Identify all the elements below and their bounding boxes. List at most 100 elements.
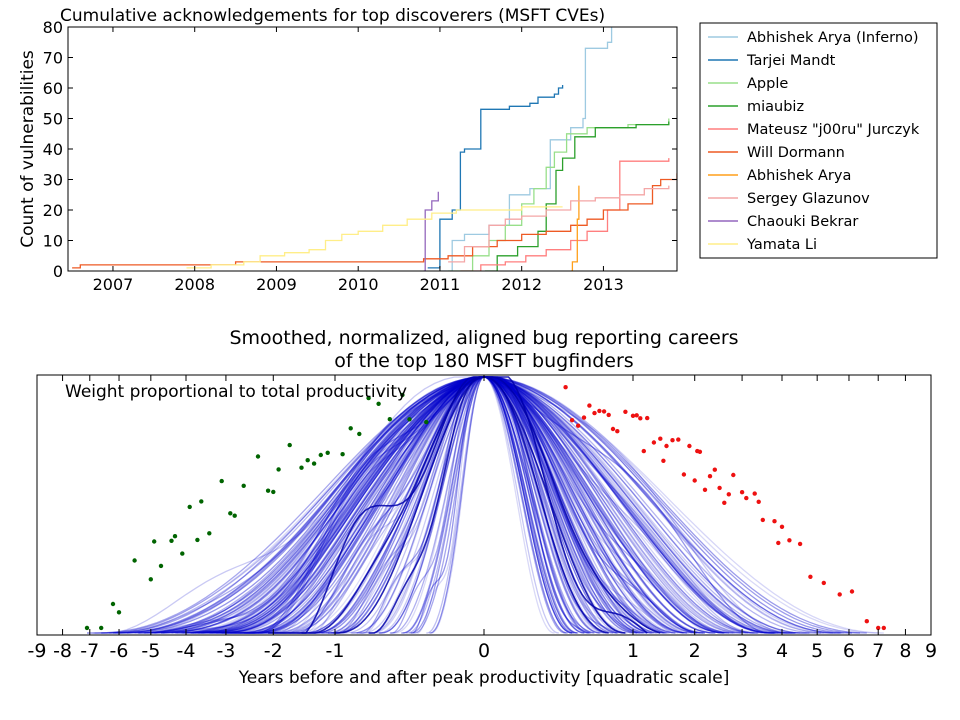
career-start-marker (152, 539, 157, 544)
legend-label: Yamata Li (746, 237, 817, 253)
career-start-marker (318, 452, 323, 458)
career-end-marker (717, 485, 722, 491)
bottom-x-axis: -9 -8 -7 -6 -5 -4 -3 -2 -1 0 1 2 3 4 5 6 7 8 9 (28, 375, 937, 662)
career-start-marker (219, 478, 224, 484)
career-start-marker (357, 431, 362, 437)
career-start-marker (158, 563, 164, 569)
career-end-marker (569, 418, 575, 423)
top-y-tick-label: 70 (43, 49, 63, 68)
bottom-x-tick-label: 9 (925, 640, 937, 662)
career-start-marker (232, 513, 237, 518)
career-end-marker (692, 478, 697, 483)
career-markers (84, 385, 886, 631)
career-end-marker (722, 500, 727, 505)
career-start-marker (84, 625, 90, 631)
career-end-marker (676, 437, 681, 442)
career-start-marker (271, 489, 276, 495)
top-y-tick-label: 20 (43, 201, 63, 220)
top-y-axis: 0 10 20 30 40 50 60 70 80 (43, 18, 677, 281)
top-x-tick-label: 2010 (338, 275, 379, 294)
bottom-x-tick-label: 8 (899, 640, 911, 662)
legend-label: Apple (747, 76, 788, 92)
series-line-6 (570, 185, 580, 271)
career-start-marker (148, 577, 153, 582)
career-start-marker (340, 452, 345, 457)
career-end-marker (638, 416, 643, 421)
career-end-marker (630, 413, 636, 418)
top-x-axis: 2007 2008 2009 2010 2011 2012 2013 (93, 27, 624, 294)
career-end-marker (739, 490, 745, 495)
bottom-x-tick-label: -9 (28, 640, 47, 662)
bottom-chart-title-line-1: Smoothed, normalized, aligned bug report… (229, 327, 738, 349)
cumulative-chart: Cumulative acknowledgements for top disc… (18, 6, 938, 294)
career-start-marker (325, 450, 330, 455)
career-end-marker (744, 495, 749, 501)
career-start-marker (132, 558, 137, 563)
bottom-x-tick-label: -6 (110, 640, 129, 662)
career-end-marker (752, 491, 757, 496)
bottom-x-tick-label: -2 (264, 640, 283, 662)
top-plot-lines (72, 27, 677, 271)
top-x-tick-label: 2013 (583, 275, 624, 294)
bottom-plot-frame (36, 374, 932, 636)
career-end-marker (601, 409, 607, 414)
legend-label: Sergey Glazunov (747, 191, 870, 207)
bottom-chart-title-line-2: of the top 180 MSFT bugfinders (334, 350, 633, 372)
career-end-marker (634, 413, 639, 418)
career-end-marker (876, 625, 881, 631)
series-line-9 (186, 206, 563, 269)
career-end-marker (681, 472, 687, 477)
top-y-tick-label: 50 (43, 110, 63, 129)
legend-label: Chaouki Bekrar (747, 214, 858, 230)
career-end-marker (581, 415, 587, 420)
career-end-marker (615, 429, 620, 434)
bottom-x-tick-label: 5 (811, 640, 823, 662)
career-end-marker (576, 423, 581, 428)
bottom-x-tick-label: 1 (627, 640, 639, 662)
career-end-marker (712, 467, 717, 472)
series-line-3 (484, 121, 670, 271)
career-end-marker (670, 438, 675, 443)
career-start-marker (376, 401, 381, 406)
career-end-marker (726, 492, 731, 497)
top-y-tick-label: 30 (43, 171, 63, 190)
career-end-marker (772, 519, 777, 524)
bottom-x-tick-label: 4 (776, 640, 788, 662)
career-end-marker (661, 458, 666, 463)
bottom-x-tick-label: 0 (478, 640, 490, 662)
career-start-marker (228, 511, 233, 516)
career-end-marker (597, 408, 602, 414)
top-x-tick-label: 2008 (174, 275, 215, 294)
career-end-marker (563, 385, 568, 390)
bottom-x-tick-label: 2 (689, 640, 701, 662)
career-start-marker (241, 483, 246, 488)
career-start-marker (400, 392, 405, 398)
top-x-tick-label: 2012 (501, 275, 542, 294)
career-end-marker (606, 412, 611, 418)
top-x-tick-label: 2011 (420, 275, 461, 294)
bottom-annotation: Weight proportional to total productivit… (65, 382, 407, 402)
bottom-x-axis-label: Years before and after peak productivity… (238, 668, 730, 688)
career-end-marker (821, 580, 826, 586)
bottom-x-tick-label: 3 (736, 640, 748, 662)
career-curve (301, 376, 679, 634)
series-line-4 (460, 158, 670, 271)
career-start-marker (424, 419, 429, 425)
career-end-marker (756, 499, 761, 504)
career-start-marker (366, 395, 371, 401)
top-y-tick-label: 10 (43, 232, 63, 251)
bottom-x-tick-label: -3 (216, 640, 235, 662)
career-start-marker (387, 417, 392, 422)
career-start-marker (199, 499, 204, 504)
top-y-tick-label: 0 (53, 262, 63, 281)
career-start-marker (110, 601, 116, 607)
career-end-marker (797, 541, 803, 547)
top-chart-title: Cumulative acknowledgements for top disc… (60, 6, 605, 26)
legend: Abhishek Arya (Inferno) Tarjei Mandt Apple… (708, 30, 920, 253)
series-line-0 (439, 27, 613, 271)
bottom-x-tick-label: -7 (80, 640, 99, 662)
career-end-marker (587, 403, 592, 408)
legend-label: Will Dormann (747, 145, 845, 161)
career-end-marker (664, 443, 669, 449)
careers-chart: Smoothed, normalized, aligned bug report… (28, 327, 938, 688)
